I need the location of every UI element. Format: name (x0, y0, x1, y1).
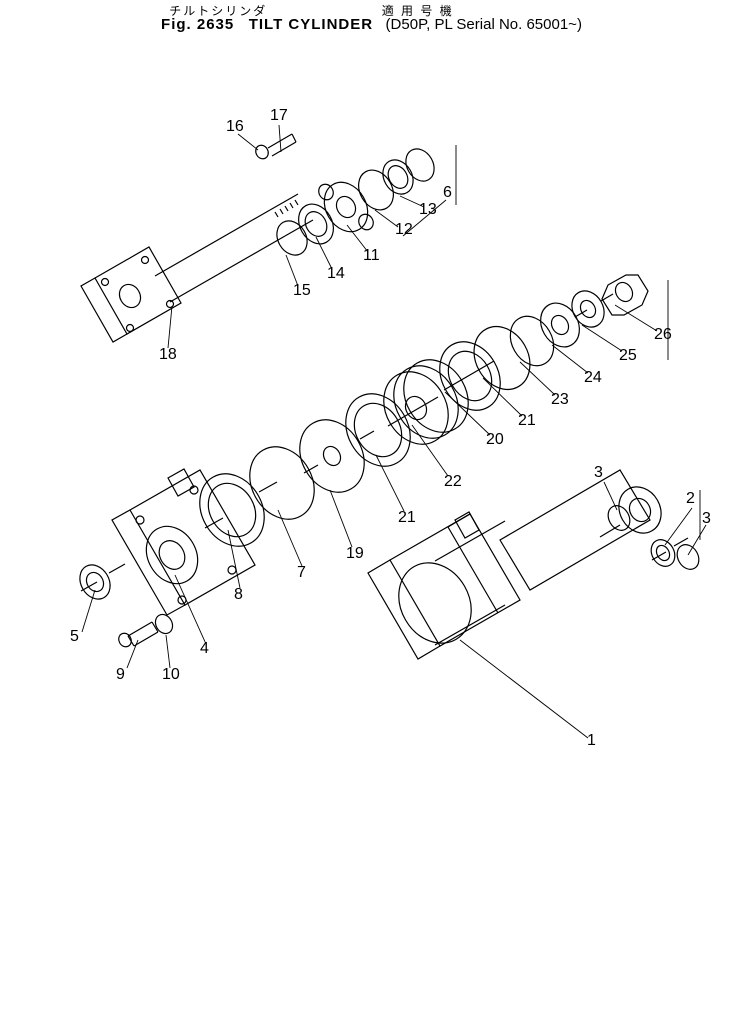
callout-26: 26 (654, 326, 672, 344)
part-cylinder-body (368, 470, 669, 659)
callout-10: 10 (162, 666, 180, 684)
callout-9: 9 (116, 666, 125, 684)
callout-1: 1 (587, 732, 596, 750)
part-gland-11 (316, 174, 377, 239)
callout-19: 19 (346, 545, 364, 563)
callout-11: 11 (363, 247, 380, 265)
part-ring-21b (463, 316, 541, 399)
part-bolt-16-17 (253, 134, 296, 161)
diagram-svg (0, 0, 743, 1027)
part-bolt-9 (116, 622, 158, 649)
callout-21: 21 (518, 412, 536, 430)
part-ring-12 (352, 164, 401, 216)
part-nut-26 (602, 275, 648, 315)
part-seal-3a (673, 541, 703, 574)
callout-3: 3 (702, 510, 711, 528)
part-rod-18 (81, 194, 313, 342)
page: チルトシリンダ 適 用 号 機 Fig. 2635 TILT CYLINDER … (0, 0, 743, 1027)
part-ring-7 (237, 435, 327, 531)
callout-5: 5 (70, 628, 79, 646)
callout-13: 13 (419, 201, 437, 219)
callout-3: 3 (594, 464, 603, 482)
part-ring-21a (333, 382, 423, 478)
callout-17: 17 (270, 107, 288, 125)
callout-24: 24 (584, 369, 602, 387)
part-ring-6 (400, 144, 440, 186)
callout-2: 2 (686, 490, 695, 508)
part-ring-14 (292, 198, 341, 250)
part-seal-25 (566, 285, 613, 333)
callout-23: 23 (551, 391, 569, 409)
part-washer-24 (533, 296, 587, 354)
callout-15: 15 (293, 282, 311, 300)
callout-18: 18 (159, 346, 177, 364)
callout-16: 16 (226, 118, 244, 136)
part-disc-19 (287, 408, 377, 504)
part-bushing-5 (74, 559, 125, 604)
callout-6: 6 (443, 184, 452, 202)
callout-14: 14 (327, 265, 345, 283)
part-piston-22 (371, 348, 494, 456)
callout-8: 8 (234, 586, 243, 604)
callout-22: 22 (444, 473, 462, 491)
callout-12: 12 (395, 221, 413, 239)
callout-7: 7 (297, 564, 306, 582)
callout-4: 4 (200, 640, 209, 658)
callout-25: 25 (619, 347, 637, 365)
callout-21: 21 (398, 509, 416, 527)
callout-20: 20 (486, 431, 504, 449)
part-ring-20 (428, 331, 512, 421)
part-ring-8 (187, 462, 277, 558)
